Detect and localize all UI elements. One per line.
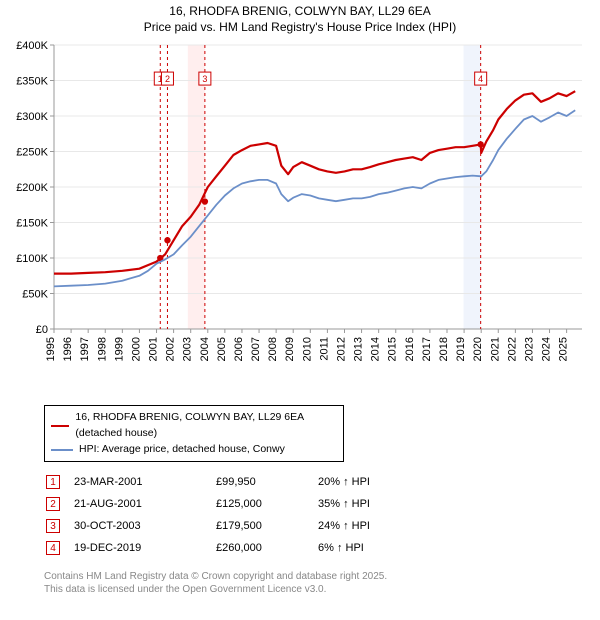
svg-text:2000: 2000 <box>130 337 142 361</box>
svg-text:2004: 2004 <box>199 337 211 361</box>
event-pct: 20% ↑ HPI <box>318 472 370 492</box>
svg-text:2021: 2021 <box>489 337 501 361</box>
svg-text:£350K: £350K <box>16 76 48 88</box>
svg-text:£100K: £100K <box>16 253 48 265</box>
svg-text:2010: 2010 <box>301 337 313 361</box>
event-pct: 35% ↑ HPI <box>318 494 370 514</box>
legend-label-priceline: 16, RHODFA BRENIG, COLWYN BAY, LL29 6EA … <box>75 410 337 442</box>
event-row: 3 30-OCT-2003£179,50024% ↑ HPI <box>46 516 370 536</box>
svg-text:2025: 2025 <box>558 337 570 361</box>
license-footer: Contains HM Land Registry data © Crown c… <box>44 570 600 596</box>
svg-text:2009: 2009 <box>284 337 296 361</box>
svg-text:2014: 2014 <box>370 337 382 361</box>
event-date: 23-MAR-2001 <box>74 472 214 492</box>
svg-text:4: 4 <box>478 74 483 84</box>
svg-text:2: 2 <box>165 74 170 84</box>
svg-text:£150K: £150K <box>16 218 48 230</box>
svg-text:2005: 2005 <box>216 337 228 361</box>
event-row: 2 21-AUG-2001£125,00035% ↑ HPI <box>46 494 370 514</box>
legend-swatch-priceline <box>51 425 69 427</box>
footer-line-2: This data is licensed under the Open Gov… <box>44 583 600 596</box>
svg-text:2015: 2015 <box>387 337 399 361</box>
svg-text:2016: 2016 <box>404 337 416 361</box>
svg-text:2019: 2019 <box>455 337 467 361</box>
svg-text:1997: 1997 <box>79 337 91 361</box>
event-price: £125,000 <box>216 494 316 514</box>
event-row: 1 23-MAR-2001£99,95020% ↑ HPI <box>46 472 370 492</box>
event-marker-number: 1 <box>46 475 60 489</box>
event-marker-number: 2 <box>46 497 60 511</box>
svg-text:2007: 2007 <box>250 337 262 361</box>
footer-line-1: Contains HM Land Registry data © Crown c… <box>44 570 600 583</box>
svg-text:1998: 1998 <box>96 337 108 361</box>
svg-text:£0: £0 <box>36 324 48 336</box>
svg-text:£250K: £250K <box>16 147 48 159</box>
chart-title-block: 16, RHODFA BRENIG, COLWYN BAY, LL29 6EA … <box>0 0 600 37</box>
svg-text:2020: 2020 <box>472 337 484 361</box>
svg-text:2012: 2012 <box>335 337 347 361</box>
events-table: 1 23-MAR-2001£99,95020% ↑ HPI 2 21-AUG-2001… <box>44 470 372 560</box>
svg-text:2023: 2023 <box>523 337 535 361</box>
svg-text:£400K: £400K <box>16 40 48 52</box>
svg-text:2001: 2001 <box>148 337 160 361</box>
svg-text:2002: 2002 <box>165 337 177 361</box>
svg-text:£300K: £300K <box>16 111 48 123</box>
legend-swatch-hpi <box>51 449 73 451</box>
event-marker-number: 3 <box>46 519 60 533</box>
event-marker-number: 4 <box>46 541 60 555</box>
legend: 16, RHODFA BRENIG, COLWYN BAY, LL29 6EA … <box>44 405 344 462</box>
svg-text:1996: 1996 <box>62 337 74 361</box>
legend-row-hpi: HPI: Average price, detached house, Conw… <box>51 442 337 458</box>
svg-text:2018: 2018 <box>438 337 450 361</box>
svg-text:£200K: £200K <box>16 182 48 194</box>
event-price: £260,000 <box>216 538 316 558</box>
svg-text:2013: 2013 <box>353 337 365 361</box>
legend-row-priceline: 16, RHODFA BRENIG, COLWYN BAY, LL29 6EA … <box>51 410 337 442</box>
event-price: £179,500 <box>216 516 316 536</box>
event-date: 19-DEC-2019 <box>74 538 214 558</box>
svg-text:2008: 2008 <box>267 337 279 361</box>
event-price: £99,950 <box>216 472 316 492</box>
svg-text:1995: 1995 <box>45 337 57 361</box>
svg-text:2011: 2011 <box>318 337 330 361</box>
event-pct: 24% ↑ HPI <box>318 516 370 536</box>
event-pct: 6% ↑ HPI <box>318 538 370 558</box>
title-line-1: 16, RHODFA BRENIG, COLWYN BAY, LL29 6EA <box>0 4 600 20</box>
event-date: 30-OCT-2003 <box>74 516 214 536</box>
svg-text:2006: 2006 <box>233 337 245 361</box>
svg-text:3: 3 <box>202 74 207 84</box>
title-line-2: Price paid vs. HM Land Registry's House … <box>0 20 600 36</box>
event-date: 21-AUG-2001 <box>74 494 214 514</box>
svg-text:2024: 2024 <box>541 337 553 361</box>
event-row: 4 19-DEC-2019£260,0006% ↑ HPI <box>46 538 370 558</box>
svg-text:£50K: £50K <box>22 289 48 301</box>
line-chart-svg: £0 £50K £100K £150K £200K £250K £300K £350K £400… <box>10 37 590 397</box>
svg-text:2022: 2022 <box>506 337 518 361</box>
svg-text:1999: 1999 <box>113 337 125 361</box>
legend-label-hpi: HPI: Average price, detached house, Conw… <box>79 442 285 458</box>
svg-text:2017: 2017 <box>421 337 433 361</box>
svg-text:2003: 2003 <box>182 337 194 361</box>
chart-area: £0 £50K £100K £150K £200K £250K £300K £350K £400… <box>10 37 590 397</box>
